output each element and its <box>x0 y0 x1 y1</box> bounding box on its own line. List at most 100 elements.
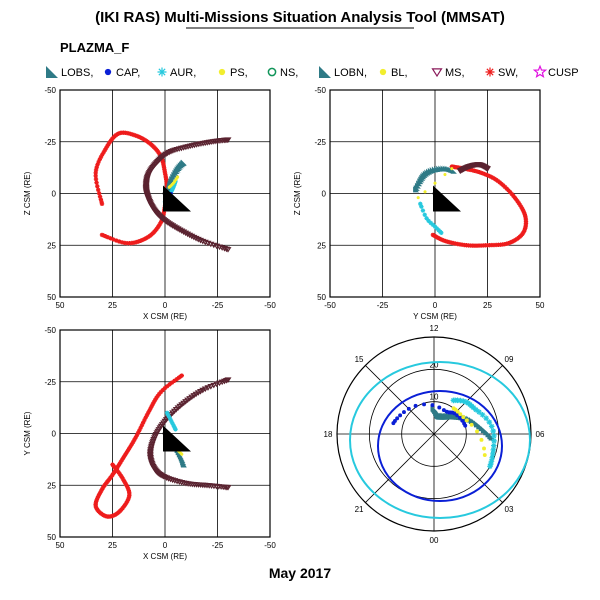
legend-marker-0 <box>46 66 58 78</box>
data-point <box>140 420 146 425</box>
data-point <box>97 492 102 497</box>
legend: LOBS, CAP, AUR, PS, NS, LOBN, BL, MS, SW, CUSP <box>46 64 579 79</box>
data-point <box>458 412 463 417</box>
data-point <box>159 218 164 224</box>
data-point <box>444 409 449 414</box>
data-point <box>413 403 418 408</box>
data-point <box>476 422 484 430</box>
data-point <box>132 437 137 443</box>
data-point <box>95 495 100 501</box>
data-point <box>99 201 105 207</box>
series-aur <box>418 201 444 236</box>
data-point <box>136 239 141 244</box>
data-point <box>119 240 125 245</box>
polar-series-aur <box>450 397 497 470</box>
legend-marker-8 <box>485 67 495 77</box>
y-tick-label: 0 <box>52 190 57 199</box>
data-point <box>504 186 509 191</box>
earth-position-marker <box>163 185 191 212</box>
x-tick-label: -50 <box>324 301 336 310</box>
data-point <box>108 236 113 241</box>
series-ms <box>146 377 232 491</box>
mlt-label: 15 <box>355 355 364 364</box>
data-point <box>126 446 132 451</box>
data-point <box>515 199 520 204</box>
data-point <box>138 135 143 140</box>
legend-label: NS, <box>280 67 298 79</box>
data-point <box>103 234 108 239</box>
polar-spoke <box>433 433 503 503</box>
data-point <box>487 461 494 468</box>
data-point <box>125 498 130 504</box>
data-point <box>488 458 495 465</box>
data-point <box>166 414 172 419</box>
data-point <box>169 189 174 194</box>
x-tick-label: 0 <box>163 541 168 550</box>
polar-series-ps <box>451 406 487 457</box>
data-point <box>171 423 176 428</box>
data-point <box>158 389 163 395</box>
data-point <box>437 405 442 410</box>
x-tick-label: -25 <box>377 301 389 310</box>
data-point <box>96 159 101 165</box>
data-point <box>480 171 486 176</box>
data-point <box>160 388 165 393</box>
origin-marker <box>432 191 438 196</box>
polar-spoke <box>365 365 435 435</box>
data-point <box>171 185 176 190</box>
data-point <box>418 201 423 207</box>
mlt-label: 03 <box>505 505 514 514</box>
data-point <box>521 210 527 215</box>
x-tick-label: 0 <box>163 301 168 310</box>
figure-title: (IKI RAS) Multi-Missions Situation Analy… <box>95 9 505 26</box>
data-point <box>167 476 175 483</box>
data-point <box>148 406 153 411</box>
y-tick-label: 0 <box>52 430 57 439</box>
data-point <box>110 462 115 467</box>
data-point <box>134 239 139 245</box>
data-point <box>111 237 116 242</box>
x-tick-label: -25 <box>212 301 224 310</box>
data-point <box>476 409 482 415</box>
legend-label: SW, <box>498 67 518 79</box>
data-point <box>114 238 119 243</box>
earth-position-marker <box>163 425 191 452</box>
data-point <box>174 376 179 382</box>
data-point <box>398 413 403 418</box>
data-point <box>135 430 141 436</box>
data-point <box>508 240 513 245</box>
x-axis-label: Y CSM (RE) <box>413 312 457 321</box>
data-point <box>434 226 440 231</box>
data-point <box>199 387 207 394</box>
data-point <box>94 165 99 170</box>
data-point <box>517 202 523 208</box>
data-point <box>176 375 182 380</box>
legend-marker-2 <box>157 67 167 77</box>
data-point <box>169 380 175 385</box>
data-point <box>486 419 493 425</box>
data-point <box>176 175 180 179</box>
data-point <box>475 429 479 434</box>
data-point <box>457 397 464 404</box>
data-point <box>455 241 460 247</box>
x-tick-label: 50 <box>56 541 65 550</box>
series-ps <box>167 175 180 189</box>
data-point <box>102 147 108 153</box>
data-point <box>483 415 489 421</box>
data-point <box>490 428 496 434</box>
legend-marker-4 <box>267 67 277 77</box>
data-point <box>124 450 129 455</box>
legend-marker-6 <box>379 68 387 76</box>
origin-marker <box>162 431 168 436</box>
data-point <box>480 426 488 434</box>
series-ps <box>416 167 454 200</box>
data-point <box>224 485 232 491</box>
data-point <box>151 399 157 405</box>
data-point <box>469 422 474 427</box>
data-point <box>509 239 515 244</box>
data-point <box>426 218 431 224</box>
legend-label: PS, <box>230 67 248 79</box>
data-point <box>491 433 497 439</box>
data-point <box>172 378 177 383</box>
